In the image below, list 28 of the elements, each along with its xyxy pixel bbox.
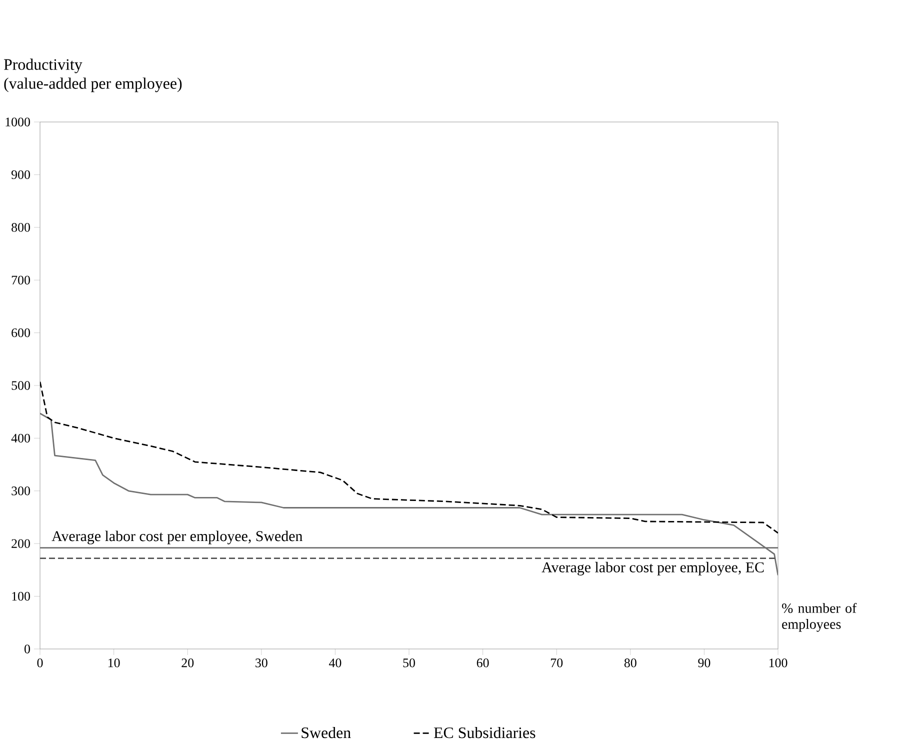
x-tick-label: 60 — [476, 658, 489, 668]
x-tick-label: 70 — [550, 658, 563, 668]
x-tick-label: 0 — [37, 658, 43, 668]
y-tick-label: 0 — [24, 644, 30, 654]
legend-label: EC Subsidiaries — [434, 726, 536, 738]
y-tick-label: 200 — [12, 539, 30, 548]
y-tick-label: 400 — [11, 434, 30, 443]
ref-line-label: Average labor cost per employee, EC — [542, 562, 764, 576]
x-tick-label: 20 — [182, 658, 194, 668]
x-tick-label: 90 — [698, 658, 710, 668]
y-tick-label: 800 — [12, 223, 30, 232]
legend-label: Sweden — [302, 726, 351, 738]
x-tick-label: 50 — [403, 658, 415, 668]
x-tick-label: 40 — [328, 658, 342, 668]
x-tick-label: 10 — [108, 658, 120, 668]
x-axis-title: % number of employees — [782, 602, 857, 632]
y-tick-label: 1000 — [6, 118, 30, 126]
y-tick-label: 100 — [12, 592, 30, 601]
y-tick-label: 700 — [12, 276, 30, 284]
y-tick-label: 300 — [12, 486, 30, 496]
x-tick-label: 100 — [769, 658, 788, 668]
y-tick-label: 900 — [11, 170, 30, 180]
ref-line-label: Average labor cost per employee, Sweden — [52, 530, 302, 544]
x-tick-label: 30 — [256, 658, 268, 668]
x-tick-label: 80 — [624, 658, 636, 668]
y-tick-label: 500 — [12, 381, 30, 390]
y-tick-label: 600 — [12, 328, 30, 338]
y-axis-title: Productivity (value-added per employee) — [4, 58, 182, 92]
